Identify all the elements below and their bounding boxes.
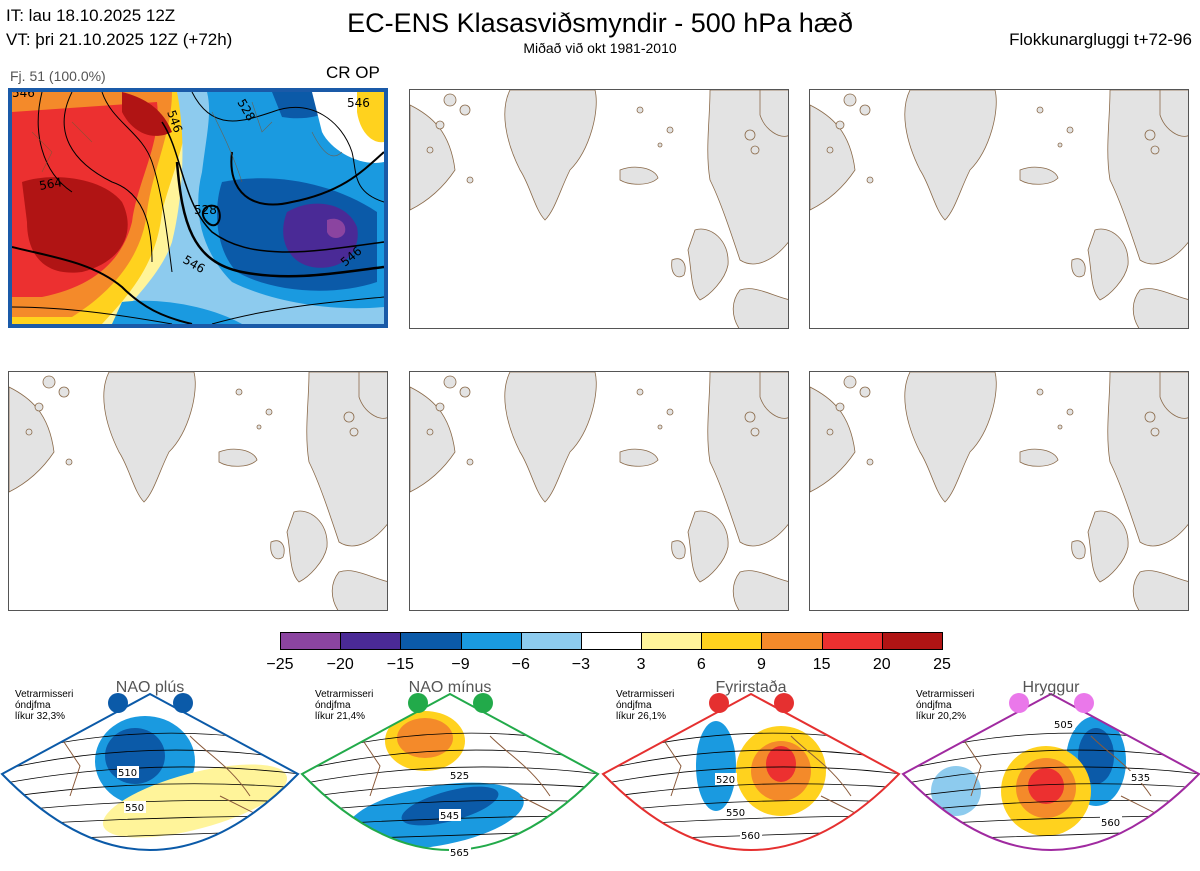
regime-marker-dot bbox=[774, 693, 794, 713]
cluster-map-6[interactable] bbox=[809, 371, 1189, 611]
regime-contour-label: 550 bbox=[726, 808, 745, 819]
member-count: Fj. 51 (100.0%) bbox=[10, 68, 106, 84]
regime-contour-label: 505 bbox=[1054, 720, 1073, 731]
regime-name: NAO plús bbox=[115, 679, 185, 696]
colorbar-tick-label: 15 bbox=[812, 656, 831, 673]
base-map bbox=[410, 372, 788, 610]
regime-marker-dot bbox=[408, 693, 428, 713]
colorbar-tick-label: 20 bbox=[872, 656, 891, 673]
colorbar-segment bbox=[881, 632, 943, 650]
regime-contour-label: 545 bbox=[440, 811, 459, 822]
regime-panel[interactable]: 520 550 560 Fyrirstaða Vetrarmisseri óndjfma l… bbox=[601, 676, 901, 871]
cluster-map-3[interactable] bbox=[809, 89, 1189, 329]
colorbar-tick-label: 9 bbox=[757, 656, 766, 673]
base-map bbox=[810, 372, 1188, 610]
regime-name: Hryggur bbox=[1022, 679, 1080, 696]
regime-name: Fyrirstaða bbox=[715, 679, 787, 696]
regime-contour-label: 550 bbox=[125, 803, 144, 814]
base-map bbox=[810, 90, 1188, 328]
cr-op-label: CR OP bbox=[326, 63, 380, 82]
colorbar-tick-label: 3 bbox=[636, 656, 646, 673]
regime-contour-label: 560 bbox=[1101, 818, 1120, 829]
regime-name: NAO mínus bbox=[408, 679, 492, 696]
regime-marker-dot bbox=[1009, 693, 1029, 713]
valid-time: VT: þri 21.10.2025 12Z (+72h) bbox=[6, 30, 233, 49]
colorbar-segment bbox=[460, 632, 522, 650]
regime-map: 510 550 bbox=[0, 692, 300, 851]
regime-probability: Vetrarmisseri óndjfma líkur 20,2% bbox=[916, 689, 975, 722]
regime-panel[interactable]: 510 550 NAO plús Vetrarmisseri óndjfma líkur … bbox=[0, 676, 300, 871]
cluster-map-1[interactable]: 546 528 546 564 546 528 546 564 546 bbox=[8, 88, 388, 328]
colorbar-tick-label: −3 bbox=[571, 656, 591, 673]
colorbar-tick-label: 6 bbox=[696, 656, 706, 673]
regime-probability: Vetrarmisseri óndjfma líkur 26,1% bbox=[616, 689, 675, 722]
colorbar-segment bbox=[821, 632, 883, 650]
regime-marker-dot bbox=[1074, 693, 1094, 713]
colorbar-segment bbox=[761, 632, 823, 650]
colorbar-tick-label: 25 bbox=[933, 656, 951, 673]
regime-contour-label: 525 bbox=[450, 771, 469, 782]
base-map bbox=[410, 90, 788, 328]
regime-probability: Vetrarmisseri óndjfma líkur 21,4% bbox=[315, 689, 374, 722]
regime-map: 525 545 565 bbox=[300, 692, 600, 859]
colorbar-segment bbox=[340, 632, 402, 650]
cluster-map-4[interactable] bbox=[8, 371, 388, 611]
colorbar-tick-label: −20 bbox=[326, 656, 354, 673]
colorbar-segment bbox=[580, 632, 643, 650]
regime-marker-dot bbox=[173, 693, 193, 713]
regime-contour-label: 565 bbox=[450, 848, 469, 859]
regime-contour-label: 520 bbox=[716, 775, 735, 786]
colorbar-segment bbox=[520, 632, 582, 650]
cluster-map-2[interactable] bbox=[409, 89, 789, 329]
contour-label: 546 bbox=[12, 92, 35, 100]
colorbar-tick-label: −15 bbox=[386, 656, 414, 673]
regime-panel[interactable]: 505 535 560 Hryggur Vetrarmisseri óndjfma líku… bbox=[901, 676, 1200, 871]
regime-panel[interactable]: 525 545 565 NAO mínus Vetrarmisseri óndjfma lí… bbox=[300, 676, 600, 871]
regime-probability: Vetrarmisseri óndjfma líkur 32,3% bbox=[15, 689, 74, 722]
regime-map: 520 550 560 bbox=[601, 692, 901, 851]
regime-map: 505 535 560 bbox=[901, 692, 1200, 851]
colorbar-segment bbox=[641, 632, 703, 650]
page-title: EC-ENS Klasasviðsmyndir - 500 hPa hæð bbox=[347, 8, 853, 38]
colorbar-segment bbox=[280, 632, 342, 650]
cluster-map-5[interactable] bbox=[409, 371, 789, 611]
contour-label: 546 bbox=[347, 96, 370, 110]
colorbar-segment bbox=[400, 632, 462, 650]
colorbar-tick-label: −25 bbox=[266, 656, 294, 673]
contour-label: 564 bbox=[267, 323, 290, 324]
page-subtitle: Miðað við okt 1981-2010 bbox=[523, 40, 677, 56]
init-time: IT: lau 18.10.2025 12Z bbox=[6, 6, 176, 25]
colorbar bbox=[280, 632, 943, 652]
regime-contour-label: 510 bbox=[118, 768, 137, 779]
regime-marker-dot bbox=[709, 693, 729, 713]
regime-contour-label: 560 bbox=[741, 831, 760, 842]
regime-marker-dot bbox=[108, 693, 128, 713]
contour-label: 564 bbox=[38, 175, 63, 193]
anomaly-map: 546 528 546 564 546 528 546 564 546 bbox=[12, 92, 384, 324]
colorbar-tick-label: −9 bbox=[451, 656, 470, 673]
contour-label: 528 bbox=[194, 203, 217, 217]
colorbar-tick-label: −6 bbox=[511, 656, 530, 673]
colorbar-segment bbox=[701, 632, 763, 650]
regime-marker-dot bbox=[473, 693, 493, 713]
regime-contour-label: 535 bbox=[1131, 773, 1150, 784]
classification-window: Flokkunargluggi t+72-96 bbox=[1009, 30, 1192, 49]
base-map bbox=[9, 372, 387, 610]
